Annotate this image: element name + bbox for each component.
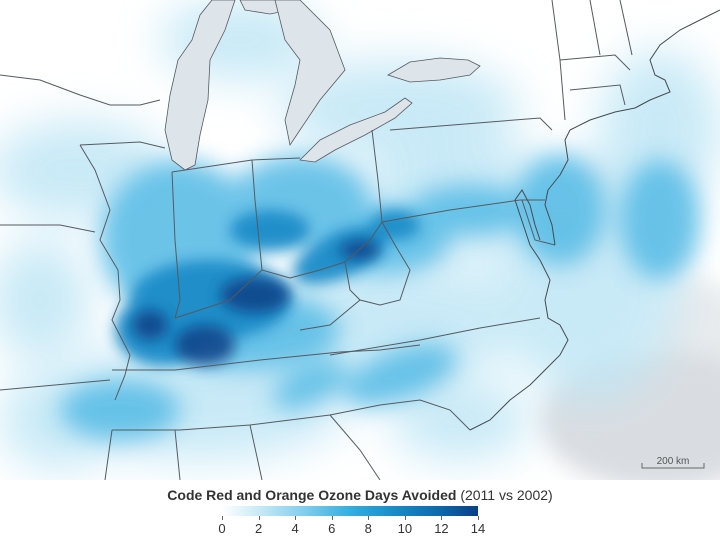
legend-ticks: 0 2 4 6 8 10 12 14: [0, 516, 720, 536]
nh-me: [619, 0, 633, 56]
indiana-ohio: [251, 159, 263, 271]
nc-sc: [329, 399, 471, 431]
vt-nh: [589, 0, 601, 56]
new-england-coast: [634, 9, 720, 109]
missouri-west: [0, 224, 96, 233]
legend-tick-mark: [368, 516, 370, 520]
ga-sc: [329, 414, 381, 480]
legend-tick-mark: [331, 516, 333, 520]
legend-tick-label: 6: [328, 521, 336, 536]
illinois-indiana: [171, 171, 181, 319]
long-island: [569, 107, 636, 131]
legend-tick-mark: [258, 516, 260, 520]
ky-tn: [112, 344, 421, 371]
boundaries: [0, 0, 633, 480]
ms-al: [174, 429, 181, 480]
legend-tick-label: 8: [364, 521, 372, 536]
pa-ny: [389, 117, 553, 131]
tn-south: [112, 414, 331, 431]
ozone-map: [0, 0, 720, 480]
lake-erie: [299, 97, 413, 163]
atlantic-coast-south: [469, 259, 569, 431]
legend-title-bold: Code Red and Orange Ozone Days Avoided: [167, 487, 457, 503]
delmarva-coast: [544, 189, 556, 246]
arkansas-line: [104, 429, 113, 480]
scale-bar: [641, 463, 705, 469]
va-ky: [299, 299, 361, 331]
legend: Code Red and Orange Ozone Days Avoided (…: [0, 480, 720, 536]
nj-coast: [547, 129, 571, 191]
chesapeake-bay: [514, 189, 541, 261]
legend-tick-mark: [222, 516, 223, 520]
wv-va: [344, 221, 411, 306]
delaware-md: [521, 199, 556, 246]
legend-tick-mark: [441, 516, 443, 520]
lake-huron: [274, 0, 346, 147]
legend-tick-label: 0: [218, 521, 226, 536]
legend-tick-label: 2: [254, 521, 263, 536]
scale-bar-label: 200 km: [656, 456, 690, 467]
pa-md: [381, 199, 545, 223]
coastlines: [469, 9, 720, 431]
legend-title-suffix: (2011 vs 2002): [456, 487, 553, 503]
new-england-2: [559, 54, 631, 71]
ohio-pa: [371, 129, 383, 223]
legend-tick-label: 4: [291, 521, 299, 536]
legend-tick-label: 12: [434, 521, 449, 536]
va-nc: [329, 317, 541, 356]
legend-tick-label: 14: [470, 521, 486, 536]
michigan-line: [171, 157, 301, 173]
al-ga: [249, 424, 263, 480]
legend-tick-mark: [404, 516, 406, 520]
legend-tick-mark: [295, 516, 297, 520]
legend-tick-mark: [478, 516, 479, 520]
wisconsin-boundary: [79, 141, 166, 149]
great-lakes: [164, 0, 481, 171]
legend-color-bar: [222, 506, 478, 516]
new-england-3: [569, 84, 626, 106]
legend-title: Code Red and Orange Ozone Days Avoided (…: [0, 487, 720, 503]
ohio-river: [174, 221, 383, 319]
iowa-illinois-river: [79, 144, 131, 401]
ozone-layer-darkest: [132, 240, 380, 365]
canada-border: [0, 74, 161, 106]
legend-tick-label: 10: [397, 521, 413, 536]
lake-ontario: [387, 57, 481, 83]
missouri-arkansas: [0, 379, 111, 391]
